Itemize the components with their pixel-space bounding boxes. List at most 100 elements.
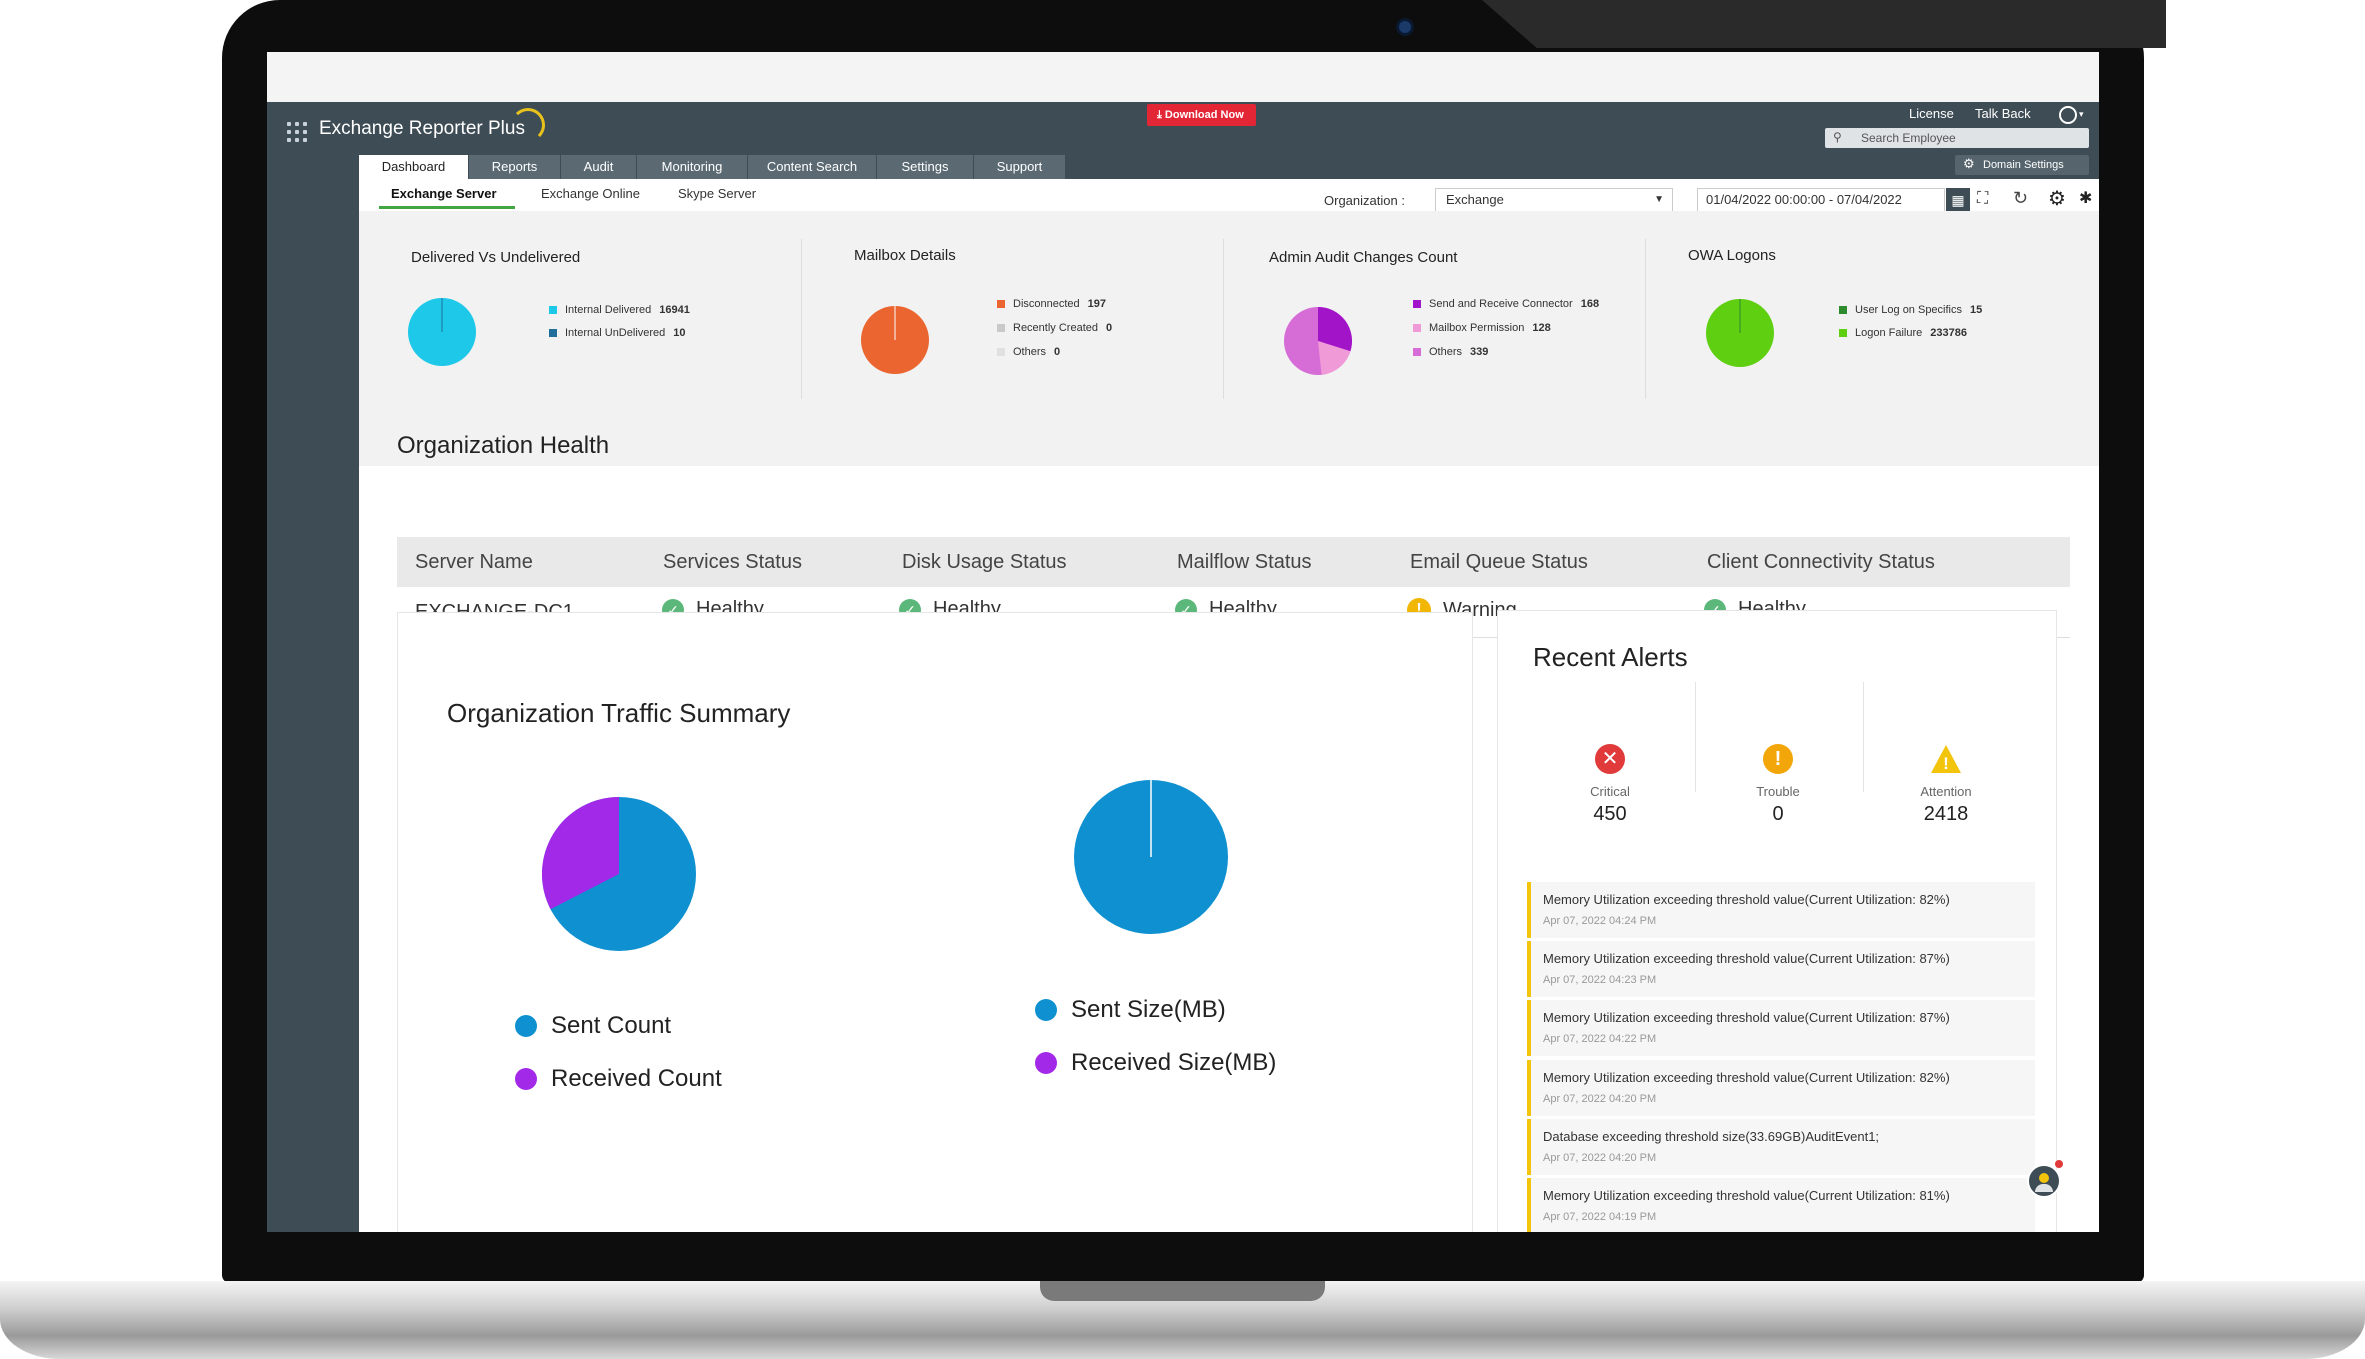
legend-dot	[515, 1015, 537, 1037]
alert-message: Memory Utilization exceeding threshold v…	[1543, 951, 1950, 966]
search-employee-input[interactable]: Search Employee	[1825, 128, 2089, 148]
alert-count: 2418	[1923, 803, 1969, 825]
admin-audit-pie-chart	[1284, 307, 1352, 375]
summary-widgets	[359, 211, 2099, 466]
traffic-summary-title: Organization Traffic Summary	[447, 698, 791, 728]
bezel-reflection	[1482, 0, 2166, 48]
alert-time: Apr 07, 2022 04:22 PM	[1543, 1033, 1657, 1045]
legend-recently-created: Recently Created 0	[997, 322, 1112, 334]
alert-time: Apr 07, 2022 04:23 PM	[1543, 974, 1657, 986]
left-sidebar	[267, 179, 359, 1232]
date-range-field[interactable]: 01/04/2022 00:00:00 - 07/04/2022	[1697, 188, 1945, 212]
legend-internal-undelivered: Internal UnDelivered 10	[549, 327, 686, 339]
legend-label: Sent Size(MB)	[1071, 996, 1226, 1023]
legend-others-mailbox: Others 0	[997, 346, 1060, 358]
organization-select[interactable]: Exchange ▼	[1435, 188, 1673, 212]
refresh-icon[interactable]: ↻	[2013, 188, 2029, 208]
alert-trouble-summary[interactable]: ! Trouble 0	[1698, 744, 1858, 826]
col-disk-usage-status: Disk Usage Status	[902, 551, 1067, 573]
legend-label: Received Count	[551, 1065, 722, 1092]
alert-count: 0	[1772, 803, 1784, 825]
alert-message: Memory Utilization exceeding threshold v…	[1543, 1070, 1950, 1085]
download-now-button[interactable]: ⤓ Download Now	[1147, 104, 1256, 126]
alert-item[interactable]: Database exceeding threshold size(33.69G…	[1527, 1119, 2035, 1175]
download-label: Download Now	[1164, 109, 1244, 121]
settings-gear-icon[interactable]: ⚙	[2048, 188, 2066, 210]
legend-dot	[515, 1068, 537, 1090]
alert-item[interactable]: Memory Utilization exceeding threshold v…	[1527, 882, 2035, 938]
traffic-count-pie-chart	[541, 797, 696, 951]
subtab-exchange-server[interactable]: Exchange Server	[391, 186, 497, 201]
download-icon: ⤓	[1157, 109, 1165, 121]
user-avatar-icon[interactable]	[2059, 106, 2077, 124]
subtab-skype-server[interactable]: Skype Server	[678, 186, 757, 201]
tab-settings[interactable]: Settings	[877, 155, 974, 179]
app-title: Exchange Reporter Plus	[319, 118, 525, 139]
widget-title-admin-audit: Admin Audit Changes Count	[1269, 249, 1458, 266]
widget-title-delivered: Delivered Vs Undelivered	[411, 249, 581, 266]
col-services-status: Services Status	[663, 551, 802, 573]
alert-label: Critical	[1590, 784, 1630, 799]
alert-time: Apr 07, 2022 04:24 PM	[1543, 915, 1657, 927]
domain-settings-button[interactable]: Domain Settings	[1955, 155, 2089, 175]
col-mailflow-status: Mailflow Status	[1177, 551, 1312, 573]
traffic-size-pie-chart	[1074, 780, 1228, 934]
tab-reports[interactable]: Reports	[469, 155, 561, 179]
talk-back-link[interactable]: Talk Back	[1975, 106, 2031, 121]
laptop-notch	[1040, 1281, 1325, 1301]
alert-attention-summary[interactable]: ! Attention 2418	[1866, 744, 2026, 826]
alert-message: Memory Utilization exceeding threshold v…	[1543, 892, 1950, 907]
col-client-connectivity-status: Client Connectivity Status	[1707, 551, 1935, 573]
legend-others-audit: Others 339	[1413, 346, 1488, 358]
alert-critical-summary[interactable]: ✕ Critical 450	[1530, 744, 1690, 826]
alert-item[interactable]: Memory Utilization exceeding threshold v…	[1527, 1000, 2035, 1056]
chat-support-icon[interactable]	[2027, 1164, 2061, 1198]
alert-time: Apr 07, 2022 04:20 PM	[1543, 1152, 1657, 1164]
subtab-exchange-online[interactable]: Exchange Online	[541, 186, 641, 201]
tools-icon[interactable]: ✱	[2079, 190, 2093, 207]
x-circle-icon: ✕	[1595, 744, 1625, 774]
exclamation-circle-icon: !	[1763, 744, 1793, 774]
svg-text:!: !	[1943, 754, 1949, 773]
legend-received-size[interactable]: Received Size(MB)	[1035, 1049, 1276, 1077]
alert-count: 450	[1593, 803, 1627, 825]
legend-internal-delivered: Internal Delivered 16941	[549, 304, 690, 316]
calendar-icon[interactable]: ▦	[1946, 188, 1970, 212]
alert-item[interactable]: Memory Utilization exceeding threshold v…	[1527, 941, 2035, 997]
legend-received-count[interactable]: Received Count	[515, 1065, 722, 1093]
legend-label: Received Size(MB)	[1071, 1049, 1277, 1076]
col-email-queue-status: Email Queue Status	[1410, 551, 1588, 573]
tab-support[interactable]: Support	[974, 155, 1066, 179]
search-icon: ⚲	[1833, 130, 1842, 144]
fullscreen-icon[interactable]: ⛶	[1977, 190, 1989, 207]
alert-label: Attention	[1920, 784, 1972, 799]
license-link[interactable]: License	[1909, 106, 1954, 121]
legend-user-logon-specifics: User Log on Specifics 15	[1839, 304, 1982, 316]
legend-label: Sent Count	[551, 1012, 672, 1039]
tab-dashboard[interactable]: Dashboard	[359, 155, 469, 179]
legend-sent-count[interactable]: Sent Count	[515, 1012, 671, 1040]
owa-pie-chart	[1706, 299, 1774, 367]
top-strip	[267, 52, 2099, 102]
tab-content-search[interactable]: Content Search	[748, 155, 877, 179]
health-table-header	[397, 537, 2070, 587]
alert-message: Memory Utilization exceeding threshold v…	[1543, 1188, 1950, 1203]
legend-dot	[1035, 999, 1057, 1021]
alert-time: Apr 07, 2022 04:20 PM	[1543, 1093, 1657, 1105]
legend-sent-size[interactable]: Sent Size(MB)	[1035, 996, 1226, 1024]
organization-value: Exchange	[1446, 192, 1504, 207]
tab-audit[interactable]: Audit	[561, 155, 637, 179]
gear-icon: ⚙	[1963, 156, 1975, 171]
alert-message: Memory Utilization exceeding threshold v…	[1543, 1010, 1950, 1025]
alert-message: Database exceeding threshold size(33.69G…	[1543, 1129, 1880, 1144]
camera-icon	[1396, 18, 1414, 36]
mailbox-pie-chart	[861, 306, 929, 374]
alert-item[interactable]: Memory Utilization exceeding threshold v…	[1527, 1178, 2035, 1232]
legend-mailbox-permission: Mailbox Permission 128	[1413, 322, 1551, 334]
legend-dot	[1035, 1052, 1057, 1074]
alert-item[interactable]: Memory Utilization exceeding threshold v…	[1527, 1060, 2035, 1116]
organization-health-title: Organization Health	[397, 432, 610, 459]
tab-monitoring[interactable]: Monitoring	[637, 155, 748, 179]
app-grid-icon[interactable]	[287, 122, 307, 142]
recent-alerts-title: Recent Alerts	[1533, 642, 1688, 672]
